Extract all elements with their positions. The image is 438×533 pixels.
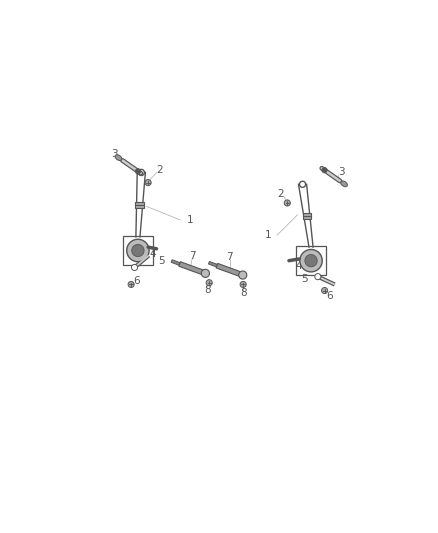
Circle shape (322, 167, 327, 173)
Polygon shape (179, 262, 204, 275)
Circle shape (300, 249, 322, 272)
Text: 2: 2 (157, 165, 163, 175)
Text: 5: 5 (301, 274, 307, 284)
Text: 8: 8 (204, 285, 211, 295)
Bar (303, 213, 311, 219)
Circle shape (127, 239, 149, 262)
Circle shape (321, 287, 328, 294)
Ellipse shape (341, 181, 347, 187)
Circle shape (128, 281, 134, 287)
Text: 4: 4 (150, 249, 156, 259)
Circle shape (201, 269, 209, 277)
Text: 3: 3 (338, 167, 345, 177)
Polygon shape (208, 262, 217, 267)
Text: 6: 6 (133, 276, 140, 286)
Text: 2: 2 (277, 190, 284, 199)
Circle shape (132, 244, 144, 257)
Text: 8: 8 (240, 288, 247, 298)
Bar (135, 201, 144, 208)
Circle shape (239, 271, 247, 279)
Text: 3: 3 (111, 149, 117, 159)
Text: 6: 6 (326, 292, 333, 301)
Circle shape (305, 255, 317, 267)
Ellipse shape (115, 155, 122, 160)
Polygon shape (171, 260, 180, 265)
Text: 7: 7 (226, 252, 233, 262)
Circle shape (145, 180, 151, 185)
Circle shape (131, 264, 138, 271)
Circle shape (240, 281, 246, 287)
Circle shape (315, 273, 321, 280)
Text: 7: 7 (189, 251, 195, 261)
Text: 4: 4 (296, 261, 303, 271)
Text: 1: 1 (265, 230, 271, 240)
Circle shape (206, 280, 212, 286)
Text: 5: 5 (159, 256, 165, 265)
Text: 1: 1 (187, 215, 193, 225)
Circle shape (135, 168, 141, 174)
Polygon shape (216, 263, 242, 277)
Circle shape (284, 200, 290, 206)
